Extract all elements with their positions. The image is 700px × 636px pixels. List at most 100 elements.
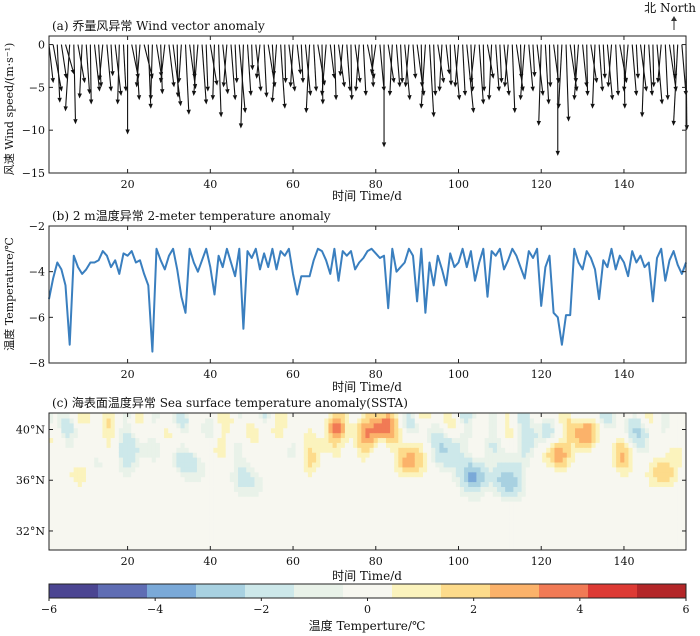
ssta-cell xyxy=(180,486,186,492)
ssta-cell xyxy=(188,510,194,517)
ssta-cell xyxy=(135,417,141,424)
ssta-cell xyxy=(49,447,54,453)
ssta-cell xyxy=(431,540,436,546)
ssta-cell xyxy=(427,417,432,424)
ssta-cell xyxy=(616,437,621,443)
wind-vector-arrowhead xyxy=(684,125,690,131)
ssta-cell xyxy=(665,525,671,532)
ssta-cell xyxy=(410,486,416,492)
ssta-cell xyxy=(558,535,564,541)
ssta-cell xyxy=(472,447,478,453)
ssta-cell xyxy=(472,510,478,517)
ssta-cell xyxy=(143,413,149,419)
ssta-cell xyxy=(369,515,375,522)
ssta-cell xyxy=(607,510,613,517)
ssta-cell xyxy=(303,457,309,463)
ssta-cell xyxy=(628,525,634,532)
wind-vector-arrowhead xyxy=(363,90,368,96)
ssta-cell xyxy=(550,496,556,502)
ssta-cell xyxy=(562,442,568,448)
ssta-cell xyxy=(192,476,198,483)
ssta-cell xyxy=(451,427,457,434)
ssta-cell xyxy=(587,486,593,492)
ssta-cell xyxy=(677,530,683,536)
ssta-cell xyxy=(517,432,523,439)
ssta-cell xyxy=(394,540,399,546)
ssta-cell xyxy=(110,535,116,541)
ssta-cell xyxy=(620,481,625,487)
ssta-cell xyxy=(94,457,99,463)
y-tick-label: −5 xyxy=(29,81,45,94)
ssta-cell xyxy=(110,417,116,424)
ssta-cell xyxy=(205,417,210,424)
ssta-cell xyxy=(612,520,617,527)
ssta-cell xyxy=(649,525,654,532)
ssta-cell xyxy=(246,447,251,453)
ssta-cell xyxy=(488,515,494,522)
ssta-cell xyxy=(320,461,325,468)
ssta-cell xyxy=(307,501,313,507)
ssta-cell xyxy=(394,510,399,517)
ssta-cell xyxy=(361,452,367,458)
ssta-cell xyxy=(205,432,210,439)
wind-vector-arrow xyxy=(639,44,647,87)
ssta-cell xyxy=(521,486,527,492)
ssta-cell xyxy=(205,461,210,468)
ssta-cell xyxy=(612,496,617,502)
ssta-cell xyxy=(496,461,502,468)
ssta-cell xyxy=(591,447,597,453)
ssta-cell xyxy=(595,481,601,487)
ssta-cell xyxy=(402,540,408,546)
ssta-cell xyxy=(435,501,441,507)
ssta-cell xyxy=(254,491,260,497)
ssta-cell xyxy=(233,466,239,473)
ssta-cell xyxy=(525,515,531,522)
ssta-cell xyxy=(447,432,453,439)
ssta-cell xyxy=(262,422,268,429)
ssta-cell xyxy=(558,417,564,424)
ssta-cell xyxy=(110,427,116,434)
ssta-cell xyxy=(439,520,445,527)
ssta-cell xyxy=(390,540,395,546)
ssta-cell xyxy=(77,491,83,497)
ssta-cell xyxy=(254,437,260,443)
ssta-cell xyxy=(509,486,514,492)
ssta-cell xyxy=(57,432,62,439)
ssta-cell xyxy=(406,510,412,517)
ssta-cell xyxy=(81,471,87,478)
wind-vector-arrow xyxy=(586,44,589,91)
ssta-cell xyxy=(377,452,383,458)
ssta-cell xyxy=(180,442,186,448)
ssta-cell xyxy=(673,422,679,429)
ssta-cell xyxy=(558,413,564,419)
ssta-cell xyxy=(275,466,280,473)
ssta-cell xyxy=(122,466,128,473)
ssta-cell xyxy=(390,501,395,507)
wind-vector-arrow xyxy=(499,44,502,79)
ssta-cell xyxy=(591,496,597,502)
ssta-cell xyxy=(65,466,71,473)
ssta-cell xyxy=(81,525,87,532)
colorbar-swatch xyxy=(294,584,344,598)
ssta-cell xyxy=(644,530,650,536)
ssta-cell xyxy=(517,530,523,536)
ssta-cell xyxy=(324,486,330,492)
ssta-cell xyxy=(238,437,243,443)
ssta-cell xyxy=(118,422,124,429)
ssta-cell xyxy=(139,545,145,550)
ssta-cell xyxy=(394,422,399,429)
ssta-cell xyxy=(599,422,605,429)
ssta-cell xyxy=(250,515,256,522)
ssta-cell xyxy=(242,417,247,424)
ssta-cell xyxy=(299,505,305,512)
ssta-cell xyxy=(595,510,601,517)
ssta-cell xyxy=(213,442,219,448)
ssta-cell xyxy=(254,452,260,458)
ssta-cell xyxy=(106,535,112,541)
ssta-cell xyxy=(529,417,535,424)
ssta-cell xyxy=(122,540,128,546)
wind-vector-arrowhead xyxy=(258,86,263,92)
ssta-cell xyxy=(566,422,572,429)
ssta-cell xyxy=(517,540,523,546)
ssta-cell xyxy=(353,515,358,522)
